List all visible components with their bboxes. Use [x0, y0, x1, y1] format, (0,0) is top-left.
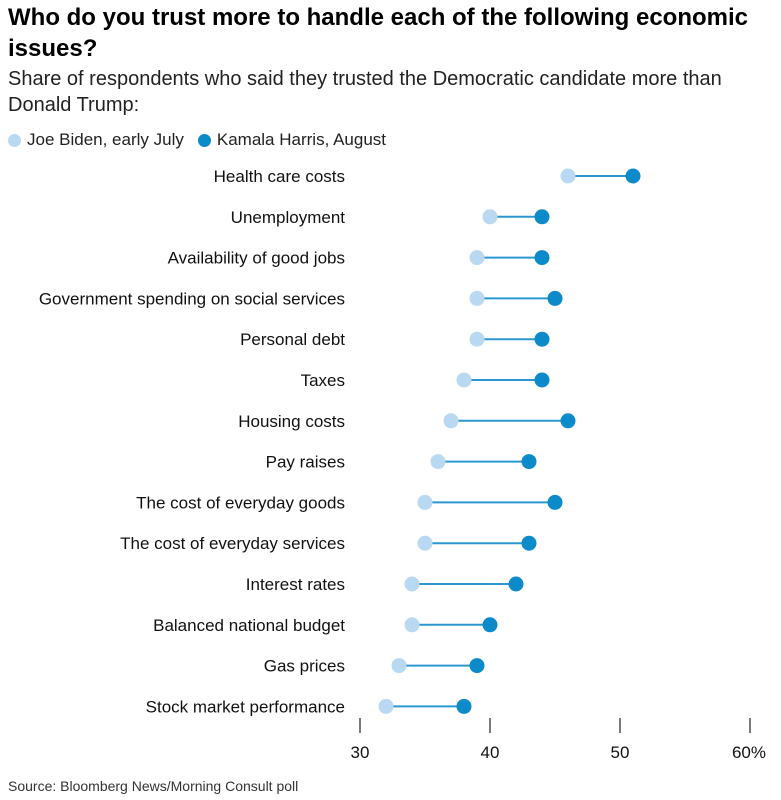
point-harris — [534, 250, 550, 266]
point-harris — [534, 372, 550, 388]
point-harris — [508, 576, 524, 592]
legend-marker-harris — [197, 133, 211, 147]
category-label: Taxes — [301, 371, 345, 390]
category-label: Housing costs — [238, 412, 345, 431]
point-harris — [560, 413, 576, 429]
category-label: Personal debt — [240, 330, 345, 349]
category-label: Government spending on social services — [39, 289, 345, 308]
source-note: Source: Bloomberg News/Morning Consult p… — [8, 778, 299, 794]
chart-title: Who do you trust more to handle each of … — [8, 4, 749, 62]
category-label: Gas prices — [264, 657, 345, 676]
category-label: Balanced national budget — [153, 616, 345, 635]
point-biden — [456, 372, 472, 388]
point-harris — [521, 535, 537, 551]
x-tick-label: 60% — [732, 743, 766, 762]
point-biden — [404, 576, 420, 592]
legend: Joe Biden, early July Kamala Harris, Aug… — [8, 128, 400, 152]
legend-label-biden: Joe Biden, early July — [27, 130, 184, 149]
point-biden — [417, 535, 433, 551]
point-biden — [443, 413, 459, 429]
category-label: Health care costs — [214, 167, 345, 186]
point-harris — [521, 454, 537, 470]
point-harris — [469, 658, 485, 674]
point-biden — [378, 698, 394, 714]
point-biden — [430, 454, 446, 470]
point-biden — [404, 617, 420, 633]
category-label: The cost of everyday services — [120, 534, 345, 553]
category-label: Pay raises — [266, 453, 345, 472]
chart-subtitle: Share of respondents who said they trust… — [8, 68, 722, 116]
legend-item-harris: Kamala Harris, August — [197, 130, 387, 150]
point-harris — [534, 209, 550, 225]
category-label: Stock market performance — [146, 697, 345, 716]
x-tick-label: 30 — [351, 743, 370, 762]
point-harris — [456, 698, 472, 714]
point-biden — [417, 494, 433, 510]
point-harris — [534, 331, 550, 347]
legend-item-biden: Joe Biden, early July — [8, 130, 184, 150]
point-biden — [482, 209, 498, 225]
point-biden — [469, 290, 485, 306]
category-label: Unemployment — [231, 208, 346, 227]
category-label: Availability of good jobs — [168, 249, 345, 268]
point-biden — [391, 658, 407, 674]
x-tick-label: 50 — [611, 743, 630, 762]
point-harris — [625, 168, 641, 184]
point-harris — [547, 290, 563, 306]
point-biden — [560, 168, 576, 184]
x-tick-label: 40 — [481, 743, 500, 762]
category-label: Interest rates — [246, 575, 345, 594]
point-harris — [547, 494, 563, 510]
point-harris — [482, 617, 498, 633]
category-label: The cost of everyday goods — [136, 493, 345, 512]
point-biden — [469, 250, 485, 266]
point-biden — [469, 331, 485, 347]
legend-marker-biden — [8, 133, 21, 147]
legend-label-harris: Kamala Harris, August — [216, 130, 387, 149]
